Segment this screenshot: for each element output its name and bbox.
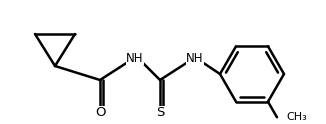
Text: CH₃: CH₃ [286, 112, 307, 122]
Text: O: O [95, 107, 105, 120]
Text: S: S [156, 107, 164, 120]
Text: NH: NH [186, 51, 204, 64]
Text: NH: NH [126, 51, 144, 64]
